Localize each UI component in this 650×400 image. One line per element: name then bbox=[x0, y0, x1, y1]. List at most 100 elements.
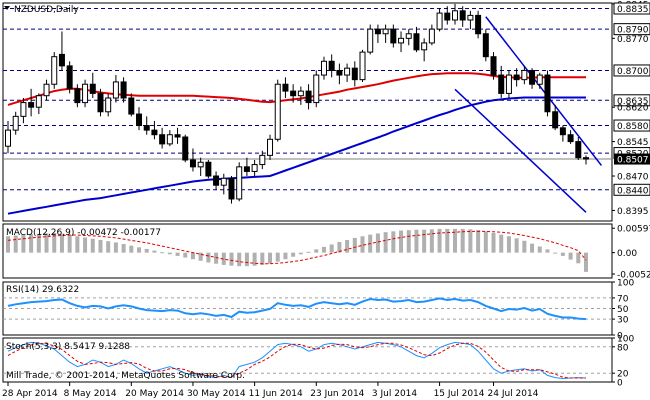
candle-body bbox=[143, 125, 150, 131]
candle-body bbox=[320, 60, 327, 76]
macd-panel bbox=[6, 228, 588, 272]
dropdown-arrow-icon bbox=[4, 6, 10, 10]
candle-body bbox=[220, 177, 227, 186]
candle-body bbox=[213, 175, 220, 186]
candle-body bbox=[274, 83, 281, 140]
macd-histogram-bar bbox=[75, 236, 80, 253]
macd-histogram-bar bbox=[90, 238, 95, 253]
candle-body bbox=[583, 157, 589, 160]
candle-body bbox=[351, 67, 358, 81]
candle-body bbox=[367, 28, 374, 53]
macd-histogram-bar bbox=[360, 236, 365, 253]
candle-body bbox=[228, 177, 235, 200]
macd-histogram-bar bbox=[429, 229, 434, 253]
macd-histogram-bar bbox=[399, 230, 404, 253]
macd-histogram-bar bbox=[375, 233, 380, 253]
candle-body bbox=[120, 81, 127, 99]
stoch-panel bbox=[7, 341, 587, 380]
macd-histogram-bar bbox=[268, 252, 273, 264]
candle-body bbox=[529, 69, 536, 85]
price-label-box bbox=[613, 183, 650, 196]
rsi-tick-label: 70 bbox=[617, 294, 629, 304]
candle-body bbox=[74, 88, 81, 104]
candle-body bbox=[58, 53, 65, 67]
macd-histogram-bar bbox=[452, 228, 457, 253]
candle-body bbox=[136, 113, 143, 127]
macd-histogram-bar bbox=[422, 229, 427, 253]
stoch-tick-label: 20 bbox=[617, 370, 629, 380]
candle-body bbox=[305, 90, 312, 104]
main-panel-frame bbox=[2, 2, 613, 222]
macd-histogram-bar bbox=[514, 238, 519, 253]
macd-histogram-bar bbox=[98, 239, 103, 253]
macd-histogram-bar bbox=[198, 252, 203, 261]
macd-histogram-bar bbox=[476, 230, 481, 253]
macd-histogram-bar bbox=[152, 250, 157, 253]
gridlines bbox=[3, 8, 612, 374]
macd-histogram-bar bbox=[229, 252, 234, 266]
stoch-main-line bbox=[7, 341, 587, 380]
price-level-label: 0.8507 bbox=[617, 156, 649, 166]
macd-histogram-bar bbox=[414, 229, 419, 253]
macd-histogram-bar bbox=[568, 252, 573, 260]
candle-body bbox=[251, 164, 258, 172]
macd-histogram-bar bbox=[190, 252, 195, 260]
rsi-line bbox=[7, 297, 587, 321]
price-tick-label: 0.8770 bbox=[617, 35, 649, 45]
macd-histogram-bar bbox=[144, 248, 149, 253]
candle-body bbox=[282, 83, 289, 92]
candle-body bbox=[482, 33, 489, 58]
price-level-label: 0.8440 bbox=[617, 186, 649, 196]
macd-histogram-bar bbox=[306, 251, 311, 253]
macd-histogram-bar bbox=[113, 242, 118, 253]
candle-body bbox=[459, 10, 466, 21]
rsi-tick-label: 50 bbox=[617, 305, 629, 315]
candle-body bbox=[267, 138, 274, 156]
macd-histogram-bar bbox=[237, 252, 242, 267]
candle-body bbox=[344, 67, 351, 76]
macd-histogram-bar bbox=[160, 252, 165, 254]
macd-histogram-bar bbox=[460, 228, 465, 253]
candle-body bbox=[89, 83, 96, 94]
candle-body bbox=[428, 28, 435, 44]
macd-histogram-bar bbox=[506, 236, 511, 253]
macd-histogram-bar bbox=[121, 244, 126, 253]
candle-body bbox=[28, 102, 35, 108]
candle-body bbox=[505, 74, 512, 94]
price-label-box bbox=[613, 2, 650, 15]
candle-body bbox=[82, 83, 89, 104]
macd-histogram-bar bbox=[221, 252, 226, 265]
candle-body bbox=[159, 134, 166, 145]
macd-histogram-bar bbox=[175, 252, 180, 256]
candle-body bbox=[475, 14, 482, 35]
candle-body bbox=[490, 56, 497, 76]
macd-histogram-bar bbox=[214, 252, 219, 264]
macd-histogram-bar bbox=[67, 235, 72, 253]
price-tick-label: 0.8545 bbox=[617, 138, 649, 148]
candle-body bbox=[552, 111, 559, 129]
candle-body bbox=[467, 14, 474, 21]
macd-histogram-bar bbox=[530, 243, 535, 253]
candle-body bbox=[112, 81, 119, 99]
candle-body bbox=[336, 69, 343, 76]
macd-histogram-bar bbox=[499, 234, 504, 253]
candle-body bbox=[297, 90, 304, 97]
candle-body bbox=[451, 10, 458, 21]
red-moving-average bbox=[7, 72, 586, 106]
candle-body bbox=[197, 161, 204, 168]
candle-body bbox=[5, 129, 11, 147]
price-level-label: 0.8700 bbox=[617, 67, 649, 77]
macd-tick-label: -0.00523 bbox=[617, 271, 650, 281]
candle-body bbox=[128, 97, 135, 115]
stoch-title: Stoch(5,3,3) 8.5417 9.1288 bbox=[6, 342, 130, 352]
price-label-box bbox=[613, 94, 650, 107]
macd-histogram-bar bbox=[337, 242, 342, 253]
trend-channel-line bbox=[454, 88, 587, 213]
price-tick-label: 0.8470 bbox=[617, 173, 649, 183]
stoch-tick-label: 0 bbox=[617, 379, 623, 389]
price-tick-label: 0.8395 bbox=[617, 207, 649, 217]
macd-histogram-bar bbox=[183, 252, 188, 258]
macd-histogram-bar bbox=[298, 252, 303, 255]
